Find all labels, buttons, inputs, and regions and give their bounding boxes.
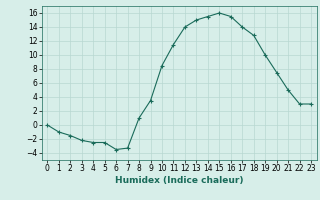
X-axis label: Humidex (Indice chaleur): Humidex (Indice chaleur) (115, 176, 244, 185)
